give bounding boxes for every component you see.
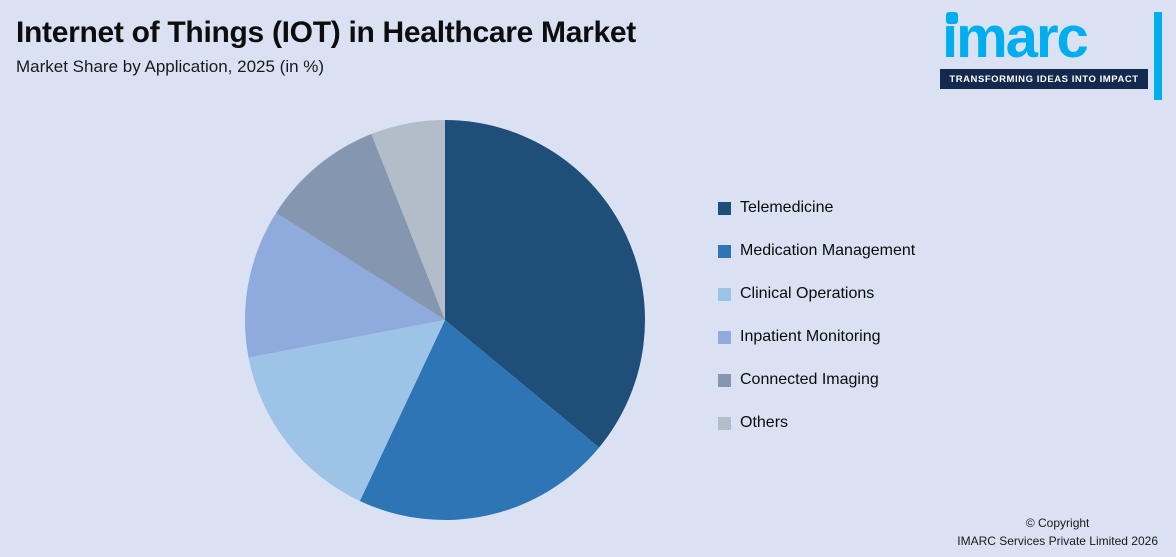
legend-swatch xyxy=(718,287,731,301)
pie-chart-area xyxy=(235,108,655,528)
copyright-line-1: © Copyright xyxy=(1025,515,1090,530)
imarc-logo-inner: ımarc TRANSFORMING IDEAS INTO IMPACT xyxy=(940,9,1148,90)
imarc-brand-text: ımarc xyxy=(940,9,1148,67)
copyright-notice: © Copyright IMARC Services Private Limit… xyxy=(957,514,1158,551)
legend-label: Medication Management xyxy=(740,242,916,259)
legend-swatch xyxy=(718,244,731,258)
legend-swatch xyxy=(718,416,731,430)
imarc-logo-dot-icon xyxy=(946,12,958,24)
legend-item-medication-management: Medication Management xyxy=(718,242,916,259)
legend-label: Telemedicine xyxy=(740,199,834,216)
pie-slice-inpatient-monitoring xyxy=(244,212,445,358)
imarc-brand-label: ımarc xyxy=(942,5,1089,70)
legend-item-telemedicine: Telemedicine xyxy=(718,199,915,216)
legend-label: Connected Imaging xyxy=(740,371,879,388)
page-subtitle: Market Share by Application, 2025 (in %) xyxy=(16,57,325,76)
legend-item-inpatient-monitoring: Inpatient Monitoring xyxy=(718,328,915,345)
legend-swatch xyxy=(718,373,731,387)
legend-label: Inpatient Monitoring xyxy=(740,328,881,345)
legend-item-connected-imaging: Connected Imaging xyxy=(718,371,915,388)
pie-chart xyxy=(244,120,645,521)
legend-item-clinical-operations: Clinical Operations xyxy=(718,285,915,302)
legend-item-others: Others xyxy=(718,414,915,431)
imarc-tagline: TRANSFORMING IDEAS INTO IMPACT xyxy=(940,69,1148,90)
legend-swatch xyxy=(718,330,731,344)
chart-header: Internet of Things (IOT) in Healthcare M… xyxy=(16,16,896,77)
imarc-logo: ımarc TRANSFORMING IDEAS INTO IMPACT xyxy=(940,9,1162,104)
pie-slice-telemedicine xyxy=(445,120,645,448)
chart-legend: Telemedicine Medication Management Clinica… xyxy=(718,199,916,458)
page-title: Internet of Things (IOT) in Healthcare M… xyxy=(16,16,636,49)
imarc-logo-accent-bar xyxy=(1154,12,1162,100)
pie-slice-connected-imaging xyxy=(276,134,445,320)
pie-slice-clinical-operations xyxy=(248,320,445,501)
legend-label: Others xyxy=(740,414,789,431)
legend-label: Clinical Operations xyxy=(740,285,875,302)
legend-swatch xyxy=(718,201,731,215)
copyright-line-2: IMARC Services Private Limited 2026 xyxy=(957,534,1158,549)
pie-slice-medication-management xyxy=(359,320,600,521)
pie-slice-others xyxy=(371,120,445,320)
